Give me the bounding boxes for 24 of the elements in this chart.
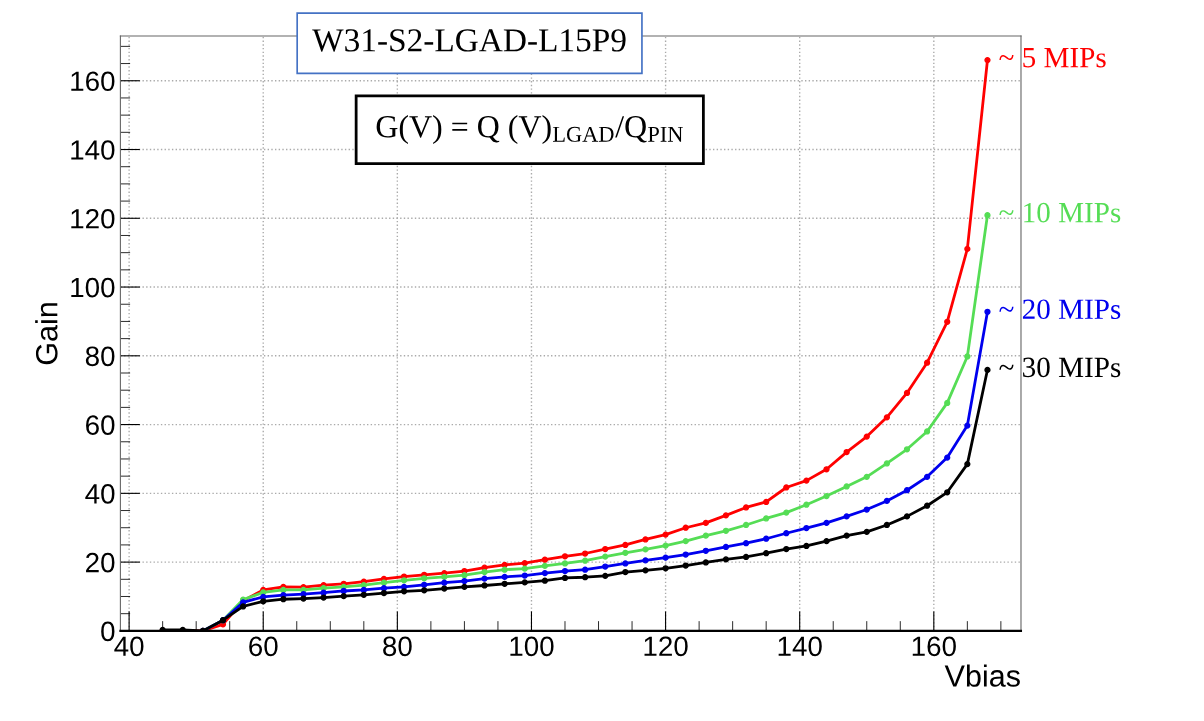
y-tick-label: 120: [71, 208, 115, 229]
series-label: ~ 30 MIPs: [999, 357, 1121, 378]
annotation: G(V) = Q (V)$_{LGAD}$/Q$_{PIN}$: [376, 115, 683, 145]
x-tick-label: 80: [383, 636, 412, 657]
y-tick-label: 0: [101, 621, 115, 642]
x-tick-label: 140: [778, 636, 822, 657]
x-tick-label: 60: [249, 636, 278, 657]
x-tick-label: 120: [644, 636, 688, 657]
series-label: ~ 5 MIPs: [999, 48, 1106, 68]
y-tick-label: 20: [86, 552, 115, 573]
y-tick-label: 40: [85, 484, 115, 504]
y-tick-label: 80: [85, 346, 115, 367]
x-tick-label: 100: [510, 636, 554, 657]
y-axis-title: Gain: [35, 303, 58, 365]
y-tick-label: 140: [71, 140, 115, 160]
y-tick-label: 160: [71, 71, 115, 92]
series-label: ~ 10 MIPs: [999, 202, 1121, 223]
series-label: ~ 20 MIPs: [999, 299, 1121, 320]
chart-title: W31-S2-LGAD-L15P9: [312, 29, 626, 52]
y-tick-label: 100: [71, 277, 115, 298]
x-axis-title: Vbias: [944, 664, 1020, 687]
x-tick-label: 160: [912, 636, 956, 657]
x-tick-label: 40: [114, 636, 144, 657]
y-tick-label: 60: [86, 415, 115, 435]
